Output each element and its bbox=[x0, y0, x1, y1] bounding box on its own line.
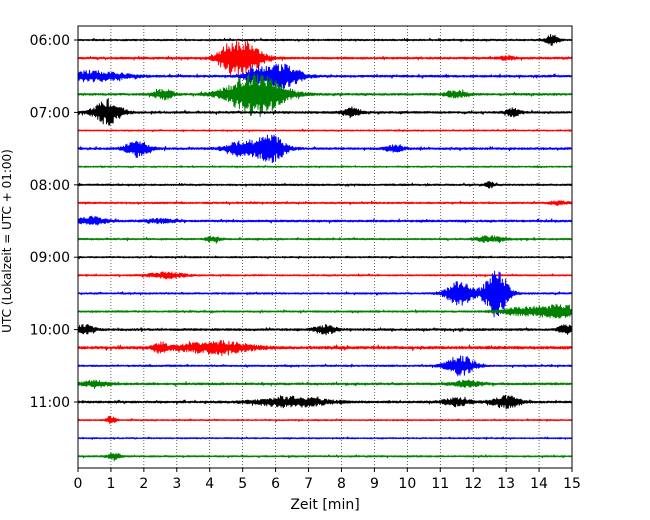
trace-0800 bbox=[78, 180, 572, 189]
x-tick-label: 1 bbox=[106, 476, 115, 492]
traces bbox=[78, 34, 572, 462]
trace-0600 bbox=[78, 34, 572, 46]
trace-0745 bbox=[78, 164, 572, 169]
x-tick-label: 15 bbox=[563, 476, 581, 492]
x-tick-label: 7 bbox=[304, 476, 313, 492]
x-axis-ticks: 0 1 2 3 4 5 6 7 8 9 10 11 12 13 14 15 bbox=[74, 468, 581, 492]
x-tick-label: 5 bbox=[238, 476, 247, 492]
y-tick-label: 11:00 bbox=[30, 395, 70, 411]
x-tick-label: 3 bbox=[172, 476, 181, 492]
trace-0615 bbox=[78, 40, 572, 77]
trace-0815 bbox=[78, 200, 572, 206]
x-tick-label: 8 bbox=[337, 476, 346, 492]
x-tick-label: 13 bbox=[497, 476, 515, 492]
y-tick-label: 08:00 bbox=[30, 178, 70, 194]
trace-1115 bbox=[78, 415, 572, 425]
trace-0945 bbox=[78, 303, 572, 319]
y-tick-label: 07:00 bbox=[30, 105, 70, 121]
x-axis-title: Zeit [min] bbox=[290, 497, 359, 513]
x-tick-label: 10 bbox=[398, 476, 416, 492]
trace-1100 bbox=[78, 394, 572, 410]
x-tick-label: 9 bbox=[370, 476, 379, 492]
trace-1145 bbox=[78, 452, 572, 462]
trace-0830 bbox=[78, 215, 572, 226]
y-tick-label: 09:00 bbox=[30, 250, 70, 266]
trace-0645 bbox=[78, 73, 572, 117]
y-tick-label: 10:00 bbox=[30, 323, 70, 339]
x-tick-label: 12 bbox=[464, 476, 482, 492]
x-tick-label: 4 bbox=[205, 476, 214, 492]
x-tick-label: 6 bbox=[271, 476, 280, 492]
trace-1015 bbox=[78, 340, 572, 356]
y-tick-label: 06:00 bbox=[30, 33, 70, 49]
y-axis-ticks: 06:00 07:00 08:00 09:00 10:00 11:00 bbox=[30, 33, 78, 411]
trace-1130 bbox=[78, 436, 572, 440]
trace-1000 bbox=[78, 323, 572, 336]
trace-0900 bbox=[78, 255, 572, 260]
trace-1045 bbox=[78, 379, 572, 389]
plot-frame bbox=[77, 25, 573, 469]
trace-1030 bbox=[78, 355, 572, 377]
x-tick-label: 0 bbox=[74, 476, 83, 492]
y-axis-title: UTC (Lokalzeit = UTC + 01:00) bbox=[0, 149, 14, 333]
x-tick-label: 14 bbox=[530, 476, 548, 492]
x-tick-label: 2 bbox=[139, 476, 148, 492]
trace-0730 bbox=[78, 134, 572, 164]
trace-0915 bbox=[78, 271, 572, 280]
x-tick-label: 11 bbox=[431, 476, 449, 492]
trace-0630 bbox=[78, 63, 572, 90]
trace-0715 bbox=[78, 128, 572, 133]
trace-0700 bbox=[78, 98, 572, 126]
trace-0930 bbox=[78, 270, 572, 318]
trace-0845 bbox=[78, 235, 572, 244]
